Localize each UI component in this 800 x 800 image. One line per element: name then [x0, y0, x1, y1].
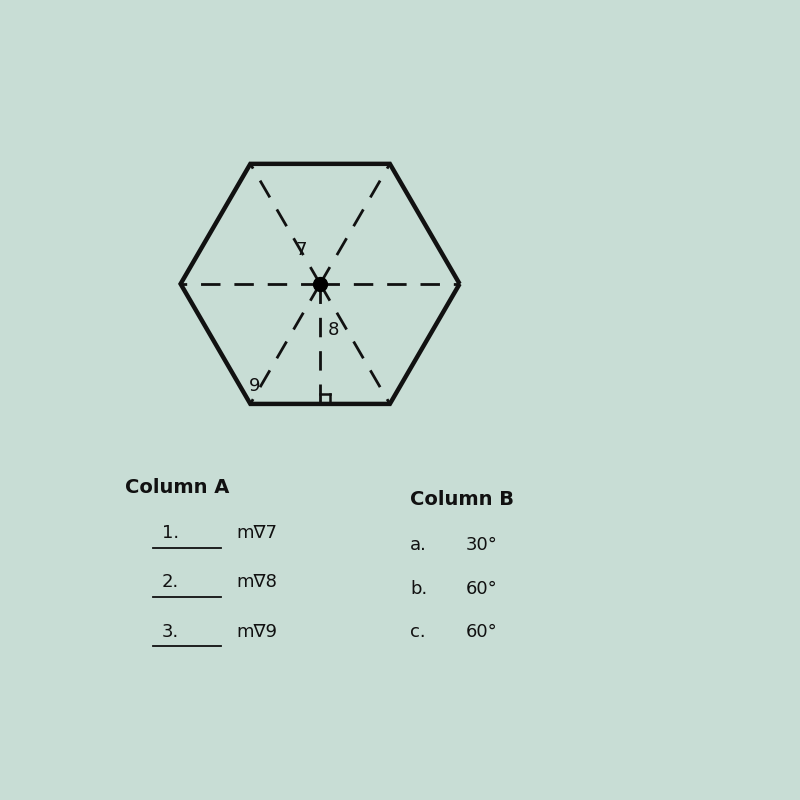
Text: 2.: 2.: [162, 574, 179, 591]
Text: 30°: 30°: [466, 537, 498, 554]
Text: 8: 8: [328, 321, 339, 339]
Text: a.: a.: [410, 537, 427, 554]
Text: 7: 7: [296, 241, 307, 259]
Text: 9: 9: [250, 377, 261, 394]
Text: 60°: 60°: [466, 579, 498, 598]
Text: m∇7: m∇7: [237, 524, 278, 542]
Text: Column B: Column B: [410, 490, 514, 510]
Text: c.: c.: [410, 622, 426, 641]
Text: m∇8: m∇8: [237, 574, 278, 591]
Text: Column A: Column A: [125, 478, 229, 497]
Text: b.: b.: [410, 579, 427, 598]
Text: 3.: 3.: [162, 622, 179, 641]
Text: m∇9: m∇9: [237, 622, 278, 641]
Text: 1.: 1.: [162, 524, 179, 542]
Text: 60°: 60°: [466, 622, 498, 641]
